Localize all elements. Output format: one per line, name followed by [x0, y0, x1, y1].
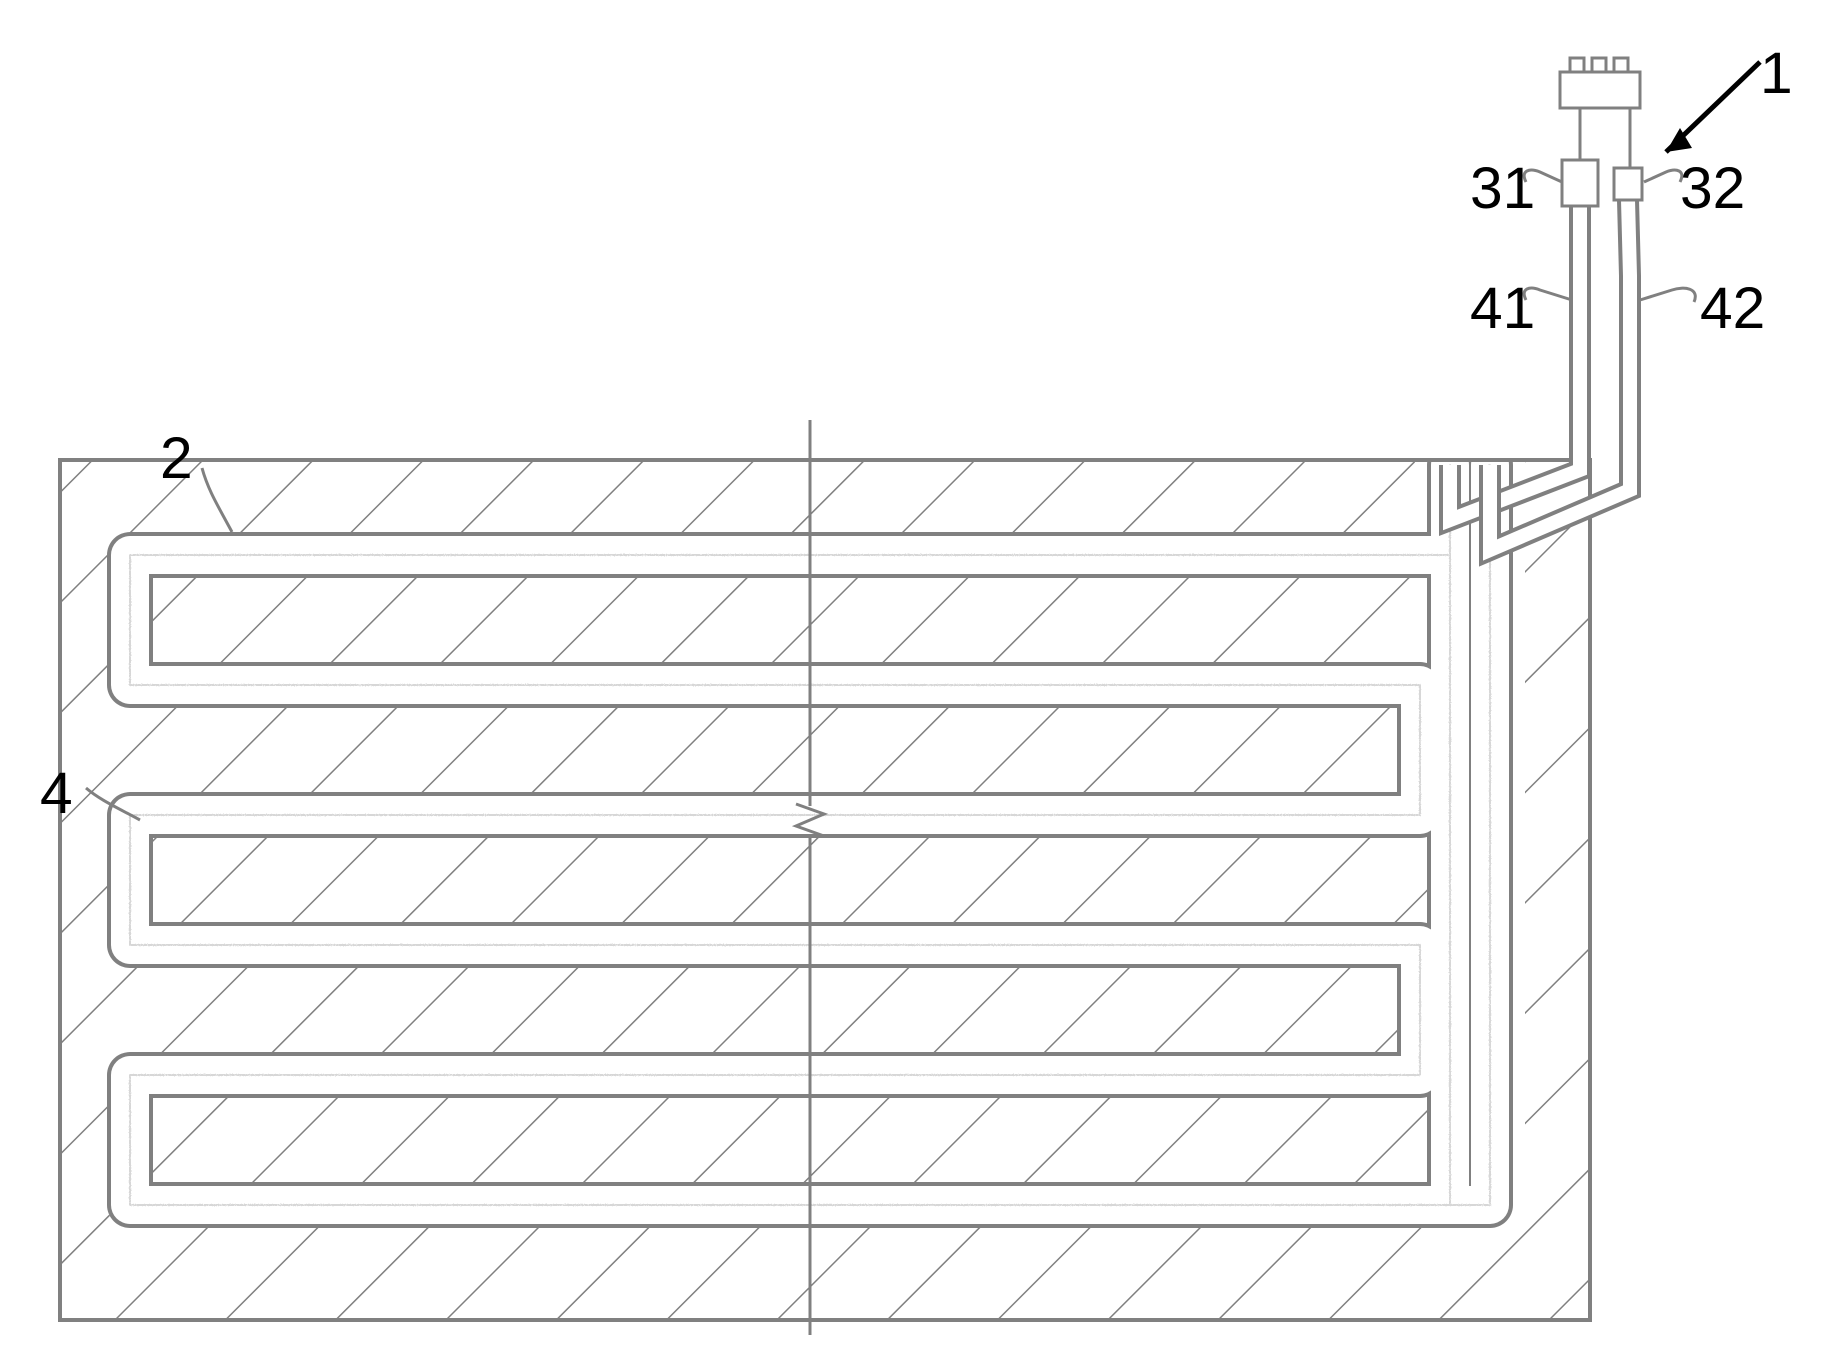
label-2: 2: [160, 425, 193, 492]
arrow-1: [1666, 62, 1760, 152]
label-42: 42: [1700, 275, 1765, 342]
label-32: 32: [1680, 155, 1745, 222]
panel-block: [60, 458, 1590, 1320]
figure-svg: [0, 0, 1828, 1345]
component-31: [1562, 160, 1598, 206]
label-31: 31: [1470, 155, 1535, 222]
label-41: 41: [1470, 275, 1535, 342]
component-32: [1614, 168, 1642, 200]
label-1: 1: [1760, 40, 1793, 107]
connector: [1560, 58, 1642, 206]
label-4: 4: [40, 760, 73, 827]
figure-canvas: 1 31 32 41 42 2 4: [0, 0, 1828, 1345]
